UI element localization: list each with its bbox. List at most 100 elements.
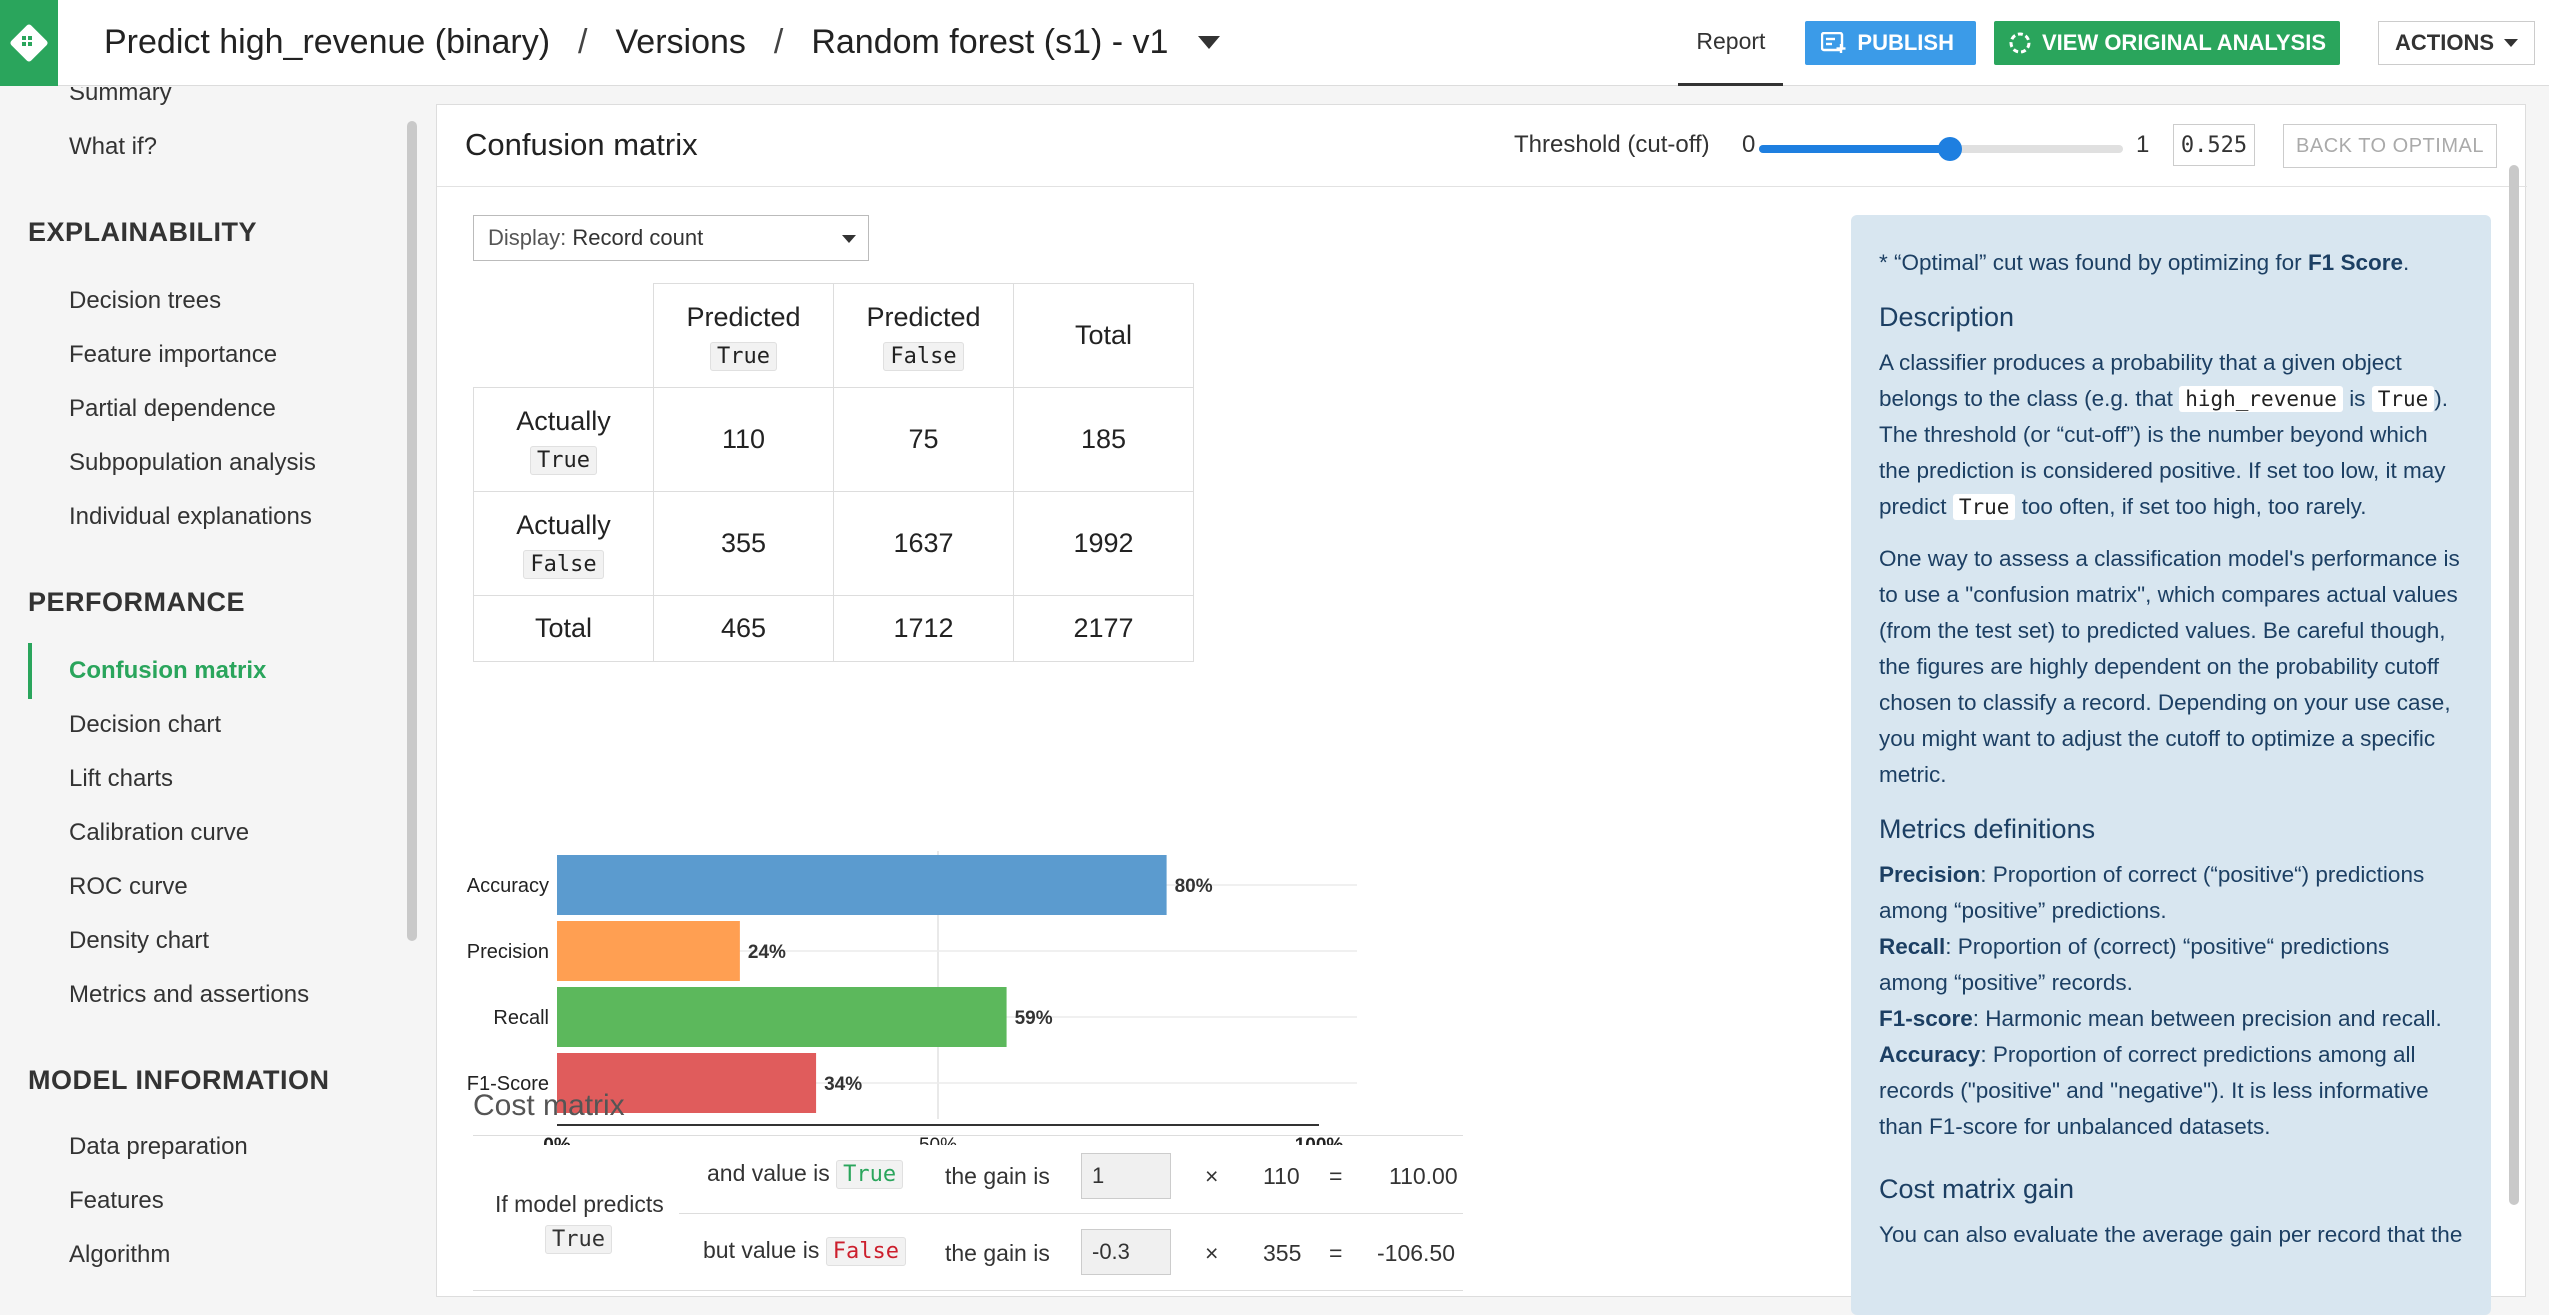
description-title: Description bbox=[1879, 302, 2015, 332]
chevron-down-icon[interactable] bbox=[1198, 36, 1221, 49]
cell-false-negative: 75 bbox=[833, 387, 1014, 492]
sidebar-item-confusion-matrix[interactable]: Confusion matrix bbox=[69, 657, 267, 684]
chevron-down-icon bbox=[842, 235, 856, 243]
term: Accuracy bbox=[1879, 1042, 1981, 1067]
row-label: Actually bbox=[516, 509, 611, 540]
sidebar-item-features[interactable]: Features bbox=[69, 1187, 164, 1214]
fp-gain-result: -106.50 bbox=[1377, 1240, 1456, 1266]
cell-true-negative: 1637 bbox=[833, 491, 1014, 596]
threshold-value-input[interactable]: 0.525 bbox=[2173, 124, 2255, 166]
breadcrumb-separator: / bbox=[578, 23, 588, 61]
gain-false-positive-input[interactable]: -0.3 bbox=[1081, 1229, 1171, 1275]
panel-title: Confusion matrix bbox=[465, 127, 698, 162]
code-true: True bbox=[530, 445, 597, 475]
sidebar-item-roc-curve[interactable]: ROC curve bbox=[69, 873, 188, 900]
actions-dropdown[interactable]: ACTIONS bbox=[2378, 21, 2535, 65]
code-true: True bbox=[710, 341, 777, 371]
threshold-max: 1 bbox=[2136, 131, 2150, 158]
tick-label: 50% bbox=[919, 1135, 957, 1145]
logo-icon bbox=[10, 23, 48, 62]
recall-definition: Recall: Proportion of (correct) “positiv… bbox=[1879, 929, 2463, 1001]
optimal-note-text: * “Optimal” cut was found by optimizing … bbox=[1879, 250, 2302, 275]
gain-label: the gain is bbox=[945, 1163, 1050, 1189]
sidebar-item-decision-chart[interactable]: Decision chart bbox=[69, 711, 222, 738]
view-original-analysis-button[interactable]: VIEW ORIGINAL ANALYSIS bbox=[1993, 21, 2340, 65]
tab-report[interactable]: Report bbox=[1678, 0, 1784, 86]
category-label: F1-Score bbox=[467, 1073, 549, 1095]
publish-button[interactable]: PUBLISH bbox=[1805, 21, 1976, 65]
sidebar-scrollbar[interactable] bbox=[407, 121, 417, 941]
bar-f1-score bbox=[557, 1053, 817, 1113]
code-false: False bbox=[883, 341, 964, 371]
sidebar-item-individual-explanations[interactable]: Individual explanations bbox=[69, 503, 312, 530]
predicted-true-code: True bbox=[545, 1225, 612, 1254]
metrics-definitions-title: Metrics definitions bbox=[1879, 814, 2096, 844]
threshold-slider[interactable] bbox=[1759, 137, 2123, 161]
display-select-label: Display: bbox=[488, 225, 567, 250]
header-predicted-true: Predicted True bbox=[653, 283, 834, 388]
threshold-label: Threshold (cut-off) bbox=[1514, 131, 1710, 158]
display-select[interactable]: Display: Record count bbox=[473, 215, 869, 261]
active-indicator bbox=[28, 643, 32, 699]
sidebar-item-algorithm[interactable]: Algorithm bbox=[69, 1241, 171, 1268]
sidebar-item-partial-dependence[interactable]: Partial dependence bbox=[69, 395, 276, 422]
category-label: Accuracy bbox=[467, 875, 549, 897]
back-to-optimal-button[interactable]: BACK TO OPTIMAL bbox=[2283, 124, 2497, 168]
threshold-slider-fill bbox=[1759, 145, 1951, 153]
sidebar-item-lift-charts[interactable]: Lift charts bbox=[69, 765, 174, 792]
value-label: 34% bbox=[824, 1074, 862, 1095]
sidebar-item-decision-trees[interactable]: Decision trees bbox=[69, 287, 222, 314]
cell-true-positive: 110 bbox=[653, 387, 834, 492]
sidebar-item-calibration-curve[interactable]: Calibration curve bbox=[69, 819, 250, 846]
breadcrumb-project[interactable]: Predict high_revenue (binary) bbox=[104, 23, 551, 61]
code-false: False bbox=[523, 549, 604, 579]
threshold-slider-handle[interactable] bbox=[1938, 137, 1963, 161]
header-label: Predicted bbox=[866, 301, 981, 332]
header-label: Predicted bbox=[686, 301, 801, 332]
cell-col-true-total: 465 bbox=[653, 595, 834, 662]
breadcrumb-model: Random forest (s1) - v1 bbox=[811, 23, 1169, 61]
row-total-label: Total bbox=[473, 595, 654, 662]
equals-symbol: = bbox=[1329, 1163, 1343, 1189]
code-true: True bbox=[1952, 494, 2016, 520]
table-row: Total 465 1712 2177 bbox=[473, 595, 1194, 662]
sidebar-item-what-if[interactable]: What if? bbox=[69, 133, 158, 160]
desc-text: too often, if set too high, too rarely. bbox=[2021, 494, 2367, 519]
page-scrollbar[interactable] bbox=[2509, 165, 2519, 1205]
sidebar-item-metrics-and-assertions[interactable]: Metrics and assertions bbox=[69, 981, 310, 1008]
sidebar: Summary What if? EXPLAINABILITY Decision… bbox=[0, 87, 430, 1297]
definition: : Proportion of correct predictions amon… bbox=[1879, 1042, 2429, 1139]
sidebar-item-feature-importance[interactable]: Feature importance bbox=[69, 341, 278, 368]
value-label: 59% bbox=[1015, 1008, 1053, 1029]
desc-text: A classifier produces a probability that… bbox=[1879, 350, 2402, 411]
breadcrumb-versions[interactable]: Versions bbox=[615, 23, 746, 61]
optimal-note-end: . bbox=[2402, 250, 2410, 275]
divider bbox=[679, 1213, 1463, 1214]
category-label: Recall bbox=[493, 1007, 549, 1029]
spinner-icon bbox=[2009, 32, 2031, 54]
actions-label: ACTIONS bbox=[2395, 30, 2494, 55]
sidebar-item-subpopulation-analysis[interactable]: Subpopulation analysis bbox=[69, 449, 316, 476]
tick-label: 100% bbox=[1295, 1135, 1344, 1145]
bar-precision bbox=[557, 921, 740, 981]
if-model-predicts-label: If model predicts bbox=[495, 1191, 664, 1217]
sidebar-item-density-chart[interactable]: Density chart bbox=[69, 927, 210, 954]
value-label: 80% bbox=[1175, 876, 1213, 897]
sidebar-item-data-preparation[interactable]: Data preparation bbox=[69, 1133, 248, 1160]
sidebar-item-summary[interactable]: Summary bbox=[69, 87, 172, 106]
view-original-label: VIEW ORIGINAL ANALYSIS bbox=[2041, 30, 2326, 55]
breadcrumb: Predict high_revenue (binary) / Versions… bbox=[104, 23, 1221, 62]
category-label: Precision bbox=[467, 941, 549, 963]
cell-row-true-total: 185 bbox=[1013, 387, 1194, 492]
term: Recall bbox=[1879, 934, 1946, 959]
desc-text: ). The threshold (or “cut-off”) is the n… bbox=[1879, 386, 2449, 519]
publish-label: PUBLISH bbox=[1857, 30, 1954, 55]
gain-true-positive-input[interactable]: 1 bbox=[1081, 1153, 1171, 1199]
optimal-note: * “Optimal” cut was found by optimizing … bbox=[1879, 245, 2463, 281]
row-actually-true: Actually True bbox=[473, 387, 654, 492]
tp-gain-result: 110.00 bbox=[1389, 1163, 1458, 1189]
chevron-down-icon bbox=[2504, 39, 2518, 47]
sidebar-section-explainability: EXPLAINABILITY bbox=[28, 217, 258, 247]
code-false: False bbox=[825, 1237, 906, 1266]
app-logo[interactable] bbox=[0, 0, 58, 86]
